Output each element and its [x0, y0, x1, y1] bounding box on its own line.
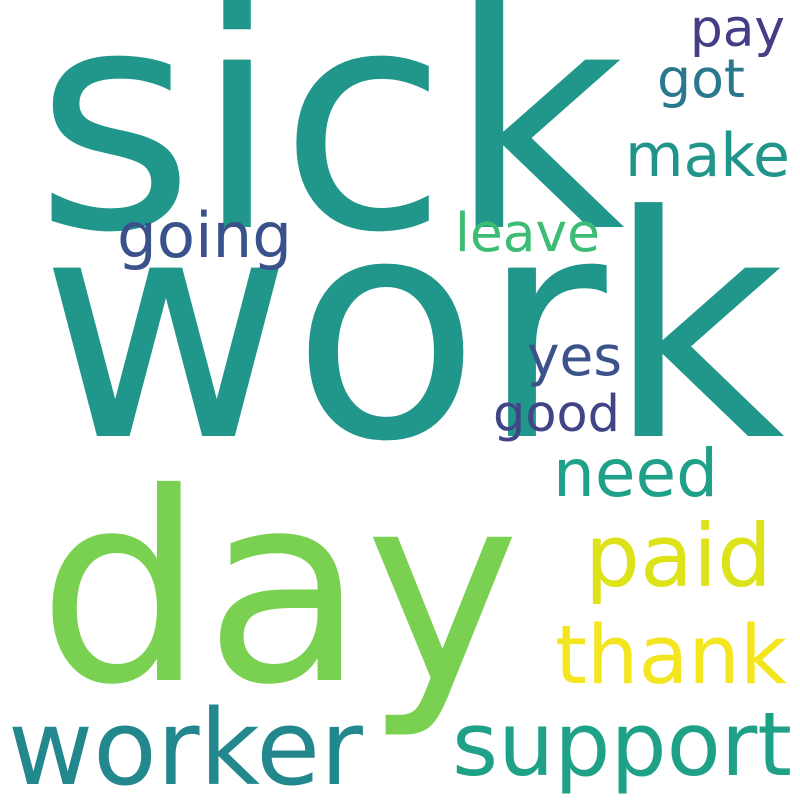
word-need: need	[553, 434, 718, 512]
word-make: make	[625, 121, 790, 192]
word-got: got	[656, 47, 745, 111]
word-thank: thank	[554, 608, 787, 704]
word-good: good	[493, 385, 620, 445]
word-yes: yes	[527, 323, 622, 388]
word-sick: sick	[35, 0, 625, 301]
word-support: support	[452, 692, 792, 796]
word-work: work	[40, 150, 785, 510]
word-paid: paid	[585, 506, 772, 607]
word-worker: worker	[8, 686, 363, 800]
word-leave: leave	[455, 201, 600, 265]
word-day: day	[38, 436, 520, 742]
word-going: going	[117, 198, 292, 272]
word-pay: pay	[690, 0, 785, 60]
